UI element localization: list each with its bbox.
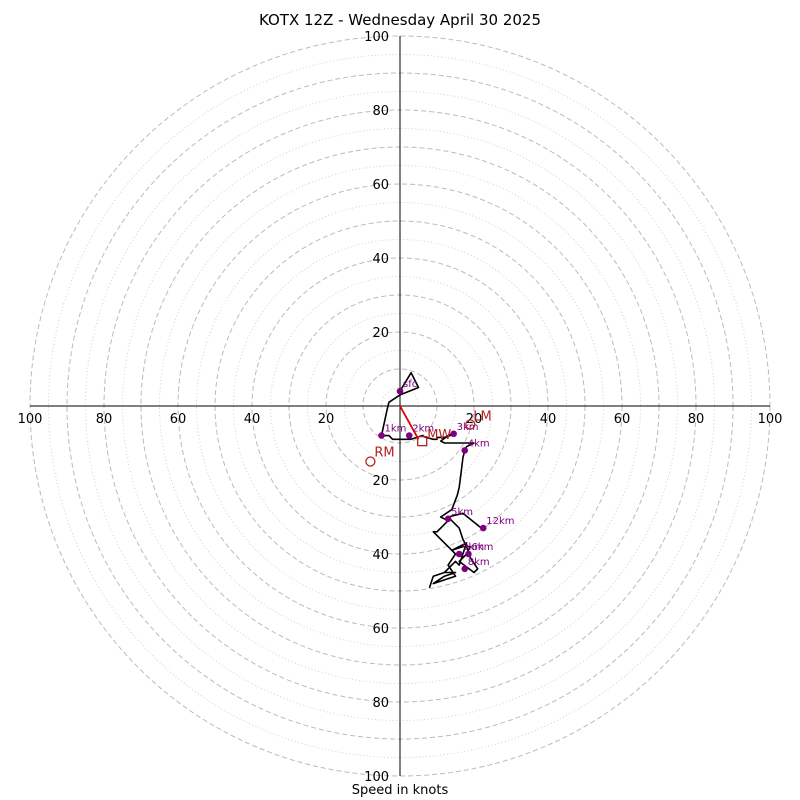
- level-label: 1km: [385, 424, 407, 435]
- level-point: [479, 524, 487, 532]
- level-label: 2km: [412, 424, 434, 435]
- shear-vector: [399, 405, 420, 440]
- level-label: 6km: [471, 542, 493, 553]
- storm-motion-label: LM: [473, 410, 491, 425]
- level-label: 3km: [457, 422, 479, 433]
- x-tick-label: 80: [96, 412, 113, 427]
- y-tick-label-down: 20: [372, 474, 389, 489]
- x-tick-label: 40: [244, 412, 261, 427]
- level-point: [405, 432, 413, 439]
- level-label: 5km: [451, 507, 473, 518]
- level-label: 8km: [468, 557, 490, 568]
- level-label: 9km: [462, 542, 484, 553]
- y-tick-label-down: 60: [372, 622, 389, 637]
- y-tick-label-down: 80: [372, 696, 389, 711]
- level-point: [450, 430, 457, 438]
- level-label: 4km: [468, 438, 490, 449]
- x-tick-label: 100: [758, 412, 783, 427]
- x-axis-label: Speed in knots: [351, 783, 449, 798]
- x-tick-label: 20: [466, 412, 483, 427]
- x-tick-label: 80: [688, 412, 705, 427]
- level-point: [396, 387, 404, 395]
- level-point: [465, 550, 472, 558]
- x-tick-label: 60: [170, 412, 187, 427]
- x-tick-label: 40: [540, 412, 557, 427]
- storm-motion-marker: [365, 456, 376, 467]
- x-tick-label: 20: [318, 412, 335, 427]
- y-tick-label-up: 100: [364, 30, 389, 45]
- y-tick-label-up: 60: [372, 178, 389, 193]
- storm-motion-marker: [417, 435, 428, 447]
- y-tick-label-up: 80: [372, 104, 389, 119]
- level-point: [461, 447, 469, 454]
- level-label: sfc: [403, 379, 417, 390]
- level-point: [461, 565, 469, 573]
- level-point: [378, 432, 385, 439]
- y-tick-label-up: 20: [372, 326, 389, 341]
- level-point: [455, 550, 463, 558]
- y-tick-label-down: 100: [364, 770, 389, 785]
- storm-motion-label: RM: [374, 446, 394, 461]
- x-tick-label: 100: [18, 412, 43, 427]
- y-tick-label-up: 40: [372, 252, 389, 267]
- level-point: [444, 515, 452, 523]
- storm-motion-label: MW: [427, 428, 451, 443]
- level-label: 12km: [486, 516, 514, 527]
- y-tick-label-down: 40: [372, 548, 389, 563]
- chart-title: KOTX 12Z - Wednesday April 30 2025: [258, 11, 542, 29]
- storm-motion-marker: [465, 419, 476, 430]
- x-tick-label: 60: [614, 412, 631, 427]
